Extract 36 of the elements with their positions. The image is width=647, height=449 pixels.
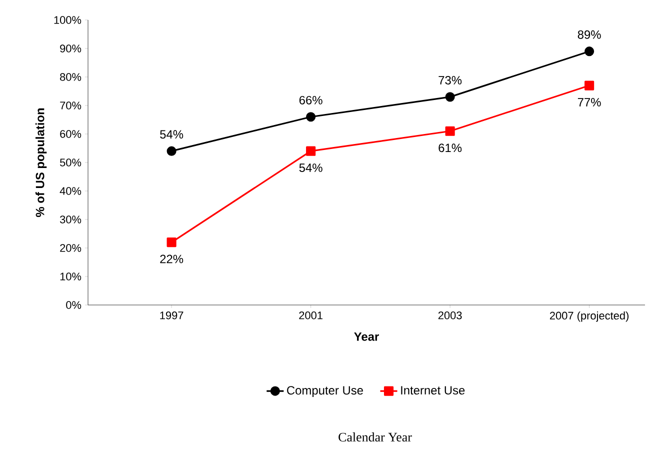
y-tick-label: 30% (60, 216, 82, 224)
data-label: 77% (578, 98, 601, 106)
y-tick-label: 10% (60, 272, 82, 280)
y-tick-label: 70% (60, 102, 82, 110)
legend-label: Internet Use (401, 386, 465, 395)
x-tick-label: 2007 (projected) (550, 312, 629, 322)
data-label: 61% (438, 144, 462, 152)
x-tick-label: 2003 (438, 312, 462, 320)
y-tick-label: 90% (60, 44, 82, 52)
x-axis-title: Year (354, 332, 379, 341)
point (584, 80, 594, 90)
y-tick-label: 80% (60, 73, 82, 81)
x-tick-label: 1997 (160, 312, 184, 320)
y-axis-title: % of US population (35, 108, 47, 217)
point (445, 92, 455, 102)
point (306, 112, 316, 122)
data-label: 54% (160, 130, 184, 139)
y-tick-label: 40% (60, 187, 82, 195)
text: Calendar Year (338, 432, 412, 442)
data-label: 22% (160, 254, 184, 264)
data-label: 66% (299, 96, 322, 104)
data-label: 89% (578, 30, 601, 39)
point (306, 146, 316, 156)
legend-label: Computer Use (287, 386, 363, 397)
point (445, 126, 455, 136)
y-tick-label: 50% (60, 158, 82, 166)
point (166, 146, 176, 156)
y-tick-label: 0% (66, 301, 82, 309)
point (584, 46, 594, 56)
y-tick-label: 20% (60, 244, 82, 252)
y-tick-label: 100% (54, 16, 82, 24)
point (166, 238, 176, 248)
x-tick-label: 2001 (299, 312, 322, 320)
data-label: 73% (438, 76, 462, 84)
y-tick-label: 60% (60, 130, 82, 138)
data-label: 54% (299, 164, 322, 172)
